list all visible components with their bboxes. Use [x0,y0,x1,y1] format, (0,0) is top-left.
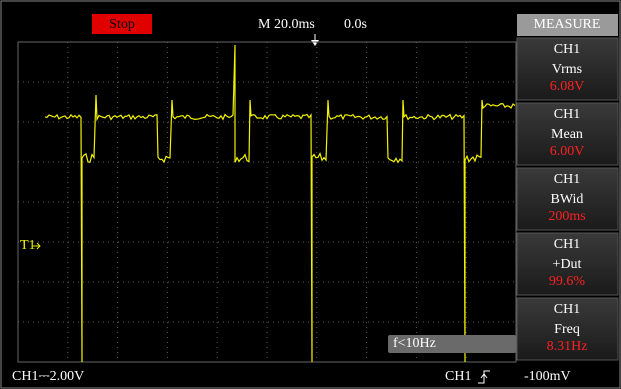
measure-channel: CH1 [554,107,580,122]
grid [18,42,516,362]
trigger-level: -100mV [524,369,571,384]
measure-name: Vrms [552,62,582,77]
trigger-source: CH1 [445,369,471,384]
measure-value: 6.00V [550,144,585,159]
measure-channel: CH1 [554,302,580,317]
status: Stop [109,17,135,32]
measure-panel: CH1 Vrms 6.08V CH1 Mean 6.00V CH1 BWid 200ms CH1 +… [516,37,619,361]
trigger-edge-icon [478,370,490,384]
measure-title: MEASURE [534,17,601,32]
measure-channel: CH1 [554,237,580,252]
measure-value: 99.6% [549,274,586,289]
timebase: M 20.0ms [258,17,315,32]
time-position: 0.0s [344,17,367,32]
status-badge [92,14,152,34]
measure-channel: CH1 [554,172,580,187]
measure-channel: CH1 [554,42,580,57]
measure-item [516,102,619,166]
trigger-level-marker: T1 [20,238,36,253]
measure-item [516,37,619,101]
measure-header [517,14,618,36]
measure-name: +Dut [553,257,582,272]
measure-value: 6.08V [550,79,585,94]
measure-name: BWid [551,192,584,207]
measure-value: 200ms [548,209,585,224]
measure-item [516,167,619,231]
measure-name: Mean [551,127,583,142]
waveform [44,44,516,363]
measure-name: Freq [554,322,580,337]
measure-item [516,297,619,361]
measure-item [516,232,619,296]
channel-scale: CH1⎓2.00V [12,369,84,384]
graticule-border [17,41,517,363]
frequency-note: f<10Hz [393,336,436,351]
trigger-arrow [33,242,41,250]
frequency-note-box [388,335,516,353]
measure-value: 8.31Hz [547,339,588,354]
